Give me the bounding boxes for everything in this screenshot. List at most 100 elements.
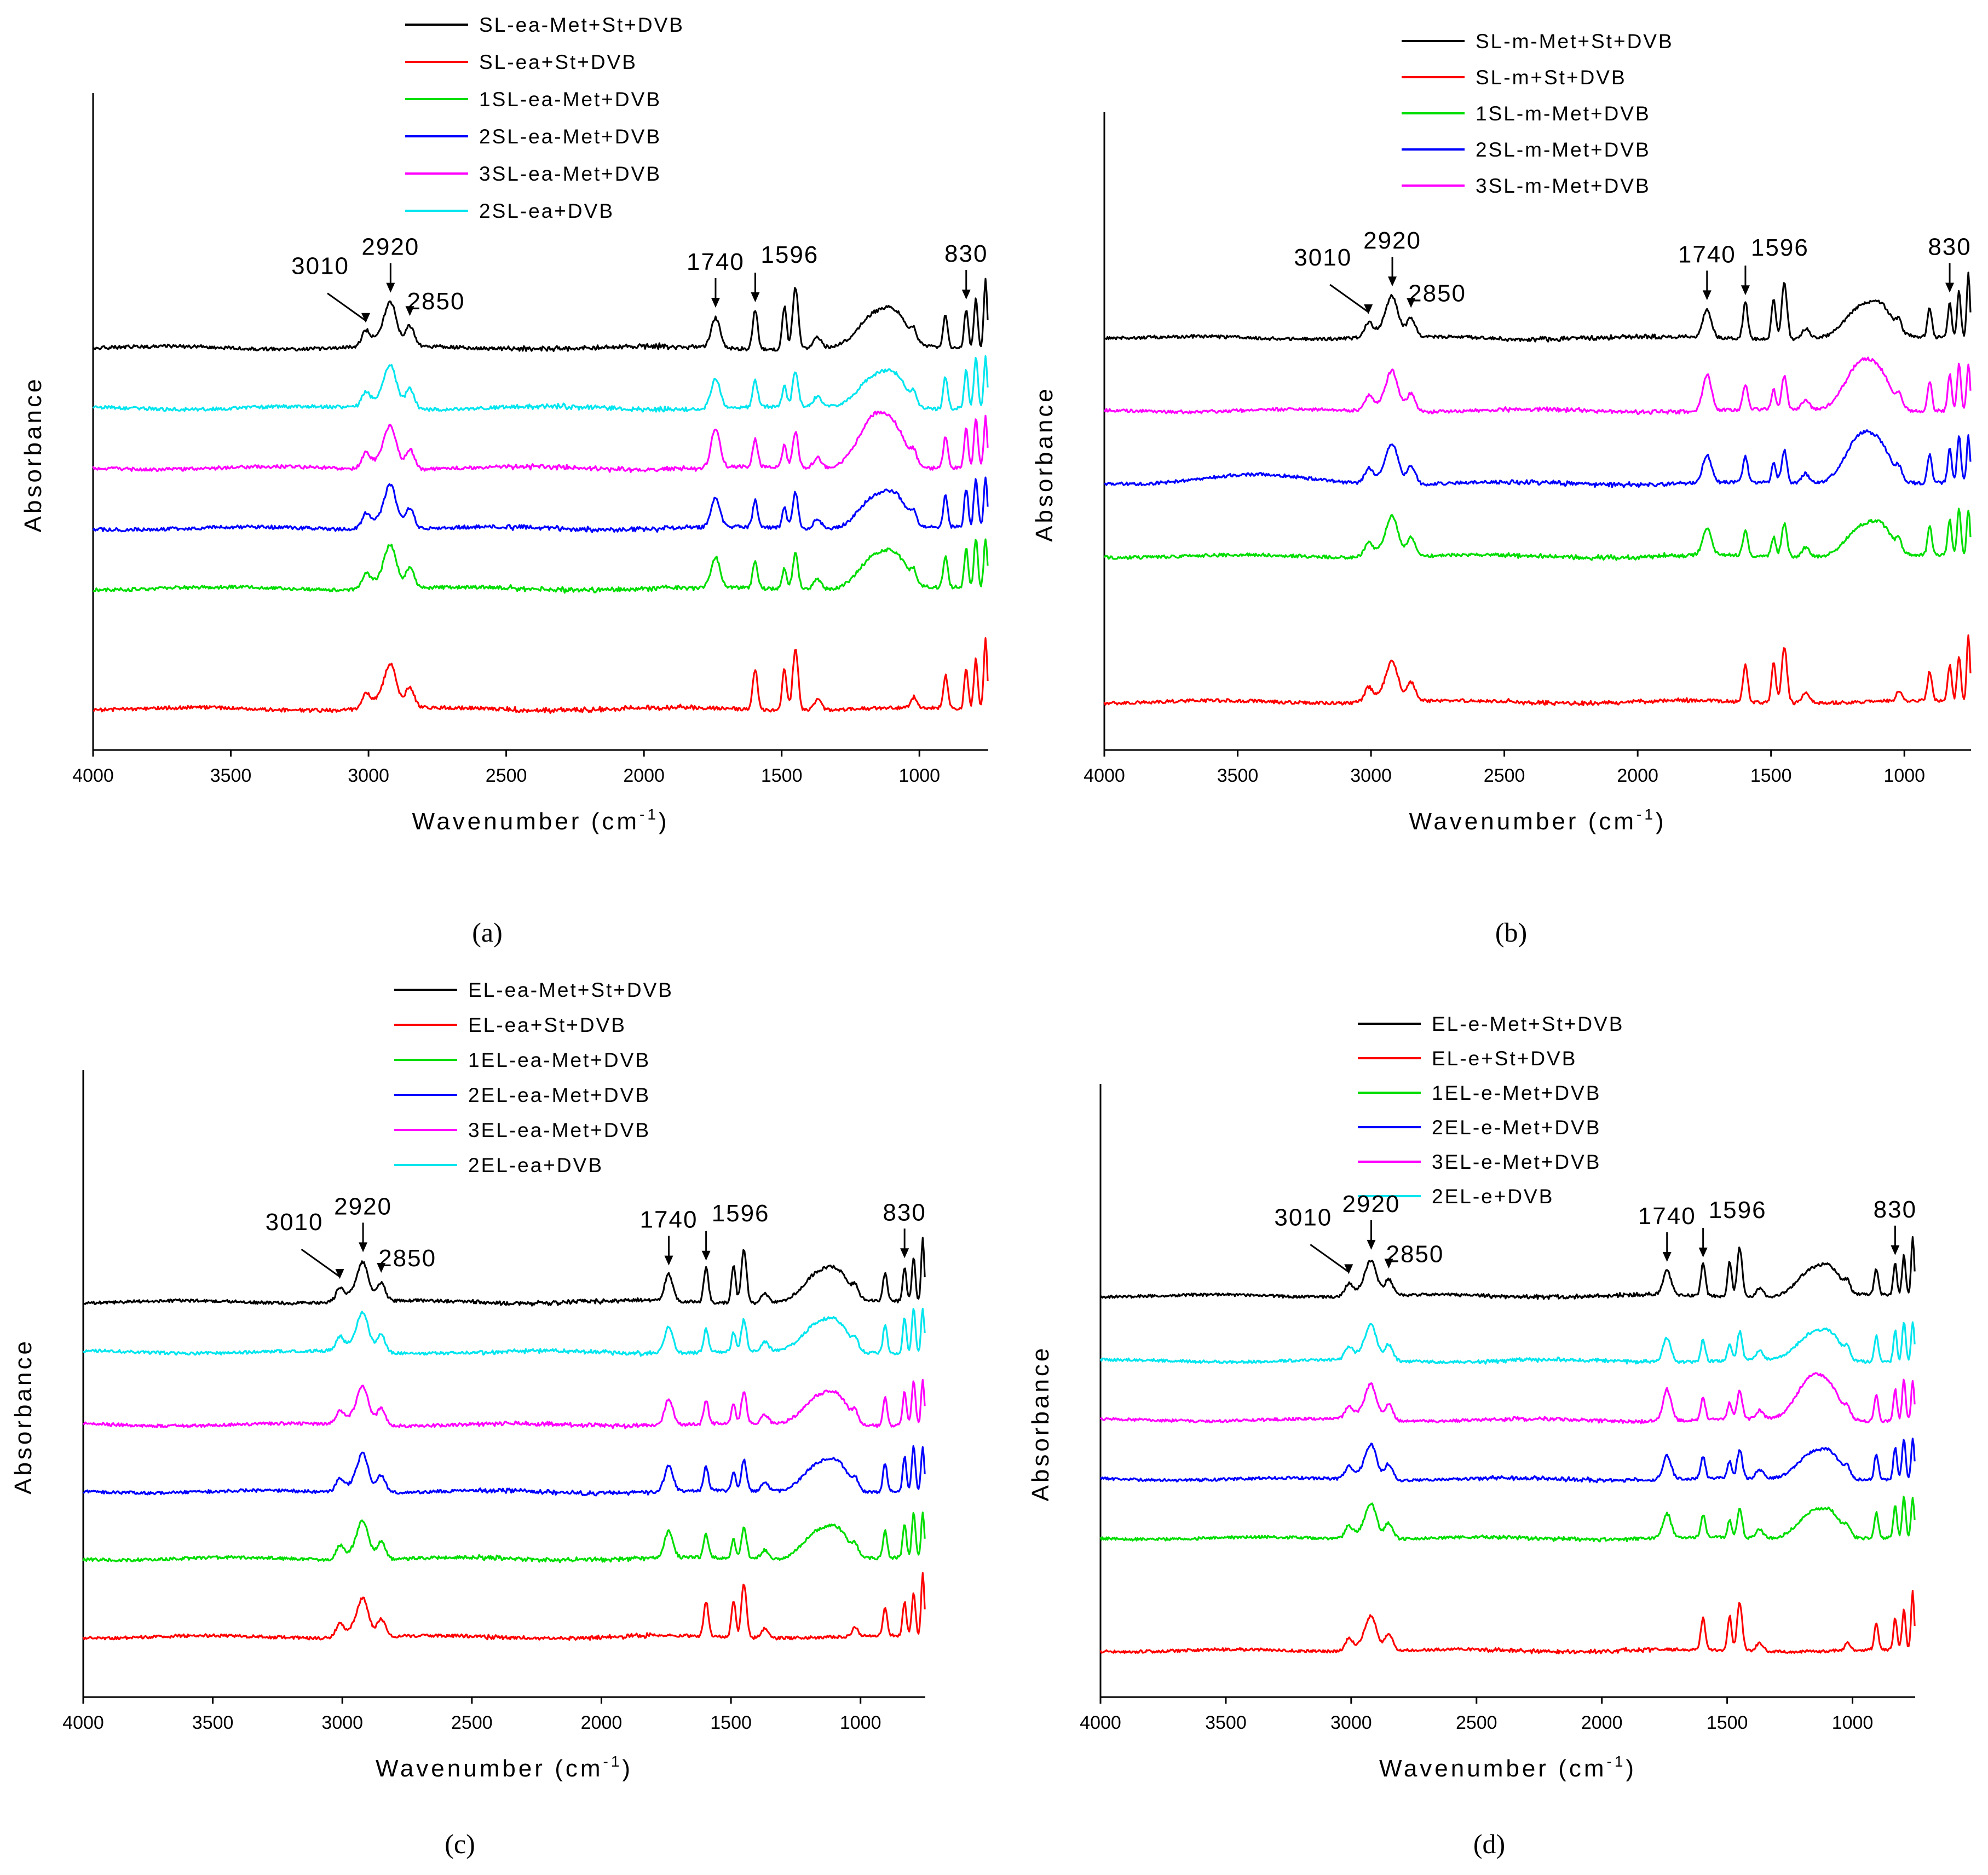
annotation-arrowhead bbox=[701, 1250, 711, 1261]
annotation-arrowhead bbox=[1741, 285, 1750, 296]
y-axis-title: Absorbance bbox=[1027, 1346, 1054, 1502]
chart-panel-d: 4000 3500 3000 2500 2000 1500 1000 Wavenumber (… bbox=[1027, 1013, 1916, 1859]
annotation-arrowhead bbox=[1702, 290, 1712, 301]
annotation-label: 3010 bbox=[266, 1209, 324, 1236]
x-axis-title-exponent: -1 bbox=[1607, 1753, 1626, 1770]
legend-label: 2SL-ea-Met+DVB bbox=[479, 125, 661, 148]
x-tick-label: 2000 bbox=[623, 765, 665, 786]
annotation-arrowhead bbox=[1407, 298, 1416, 308]
x-tick-label: 2000 bbox=[581, 1712, 623, 1733]
x-tick-label: 1500 bbox=[1750, 765, 1792, 786]
x-axis-title-main: Wavenumber (cm bbox=[376, 1755, 603, 1782]
x-tick-label: 2500 bbox=[451, 1712, 493, 1733]
x-tick-label: 2500 bbox=[486, 765, 527, 786]
annotation-label: 2920 bbox=[334, 1193, 392, 1220]
series-line-3 bbox=[83, 1445, 926, 1497]
x-axis-title-main: Wavenumber (cm bbox=[1409, 808, 1637, 835]
legend-label: SL-m-Met+St+DVB bbox=[1476, 30, 1674, 53]
x-tick-label: 4000 bbox=[1080, 1712, 1121, 1733]
series-line-1 bbox=[1099, 1590, 1916, 1654]
annotation-label: 3010 bbox=[1294, 244, 1352, 271]
legend-label: 2SL-ea+DVB bbox=[479, 200, 614, 222]
x-tick-label: 2000 bbox=[1581, 1712, 1623, 1733]
panel-label: (c) bbox=[445, 1828, 475, 1859]
x-axis-title-exponent: -1 bbox=[639, 806, 659, 823]
series-line-5 bbox=[83, 1307, 926, 1357]
series-line-1 bbox=[93, 637, 989, 714]
annotation-arrowhead bbox=[900, 1248, 909, 1259]
legend-label: 1SL-ea-Met+DVB bbox=[479, 88, 661, 111]
annotation-arrowhead bbox=[711, 297, 720, 308]
legend-label: 2EL-ea+DVB bbox=[468, 1154, 603, 1176]
x-tick-label: 3000 bbox=[321, 1712, 363, 1733]
legend-label: EL-e-Met+St+DVB bbox=[1432, 1013, 1624, 1035]
x-tick-label: 1000 bbox=[1832, 1712, 1874, 1733]
x-tick-label: 3000 bbox=[1350, 765, 1392, 786]
x-tick-label: 3500 bbox=[1205, 1712, 1247, 1733]
annotation-arrowhead bbox=[1891, 1245, 1900, 1255]
series-line-3 bbox=[1104, 429, 1972, 488]
annotation-arrow bbox=[327, 292, 366, 321]
annotation-arrowhead bbox=[961, 289, 971, 299]
annotation-arrowhead bbox=[1945, 282, 1955, 293]
legend-label: 1SL-m-Met+DVB bbox=[1476, 102, 1651, 125]
series-line-4 bbox=[92, 411, 989, 474]
annotation-arrowhead bbox=[359, 1242, 368, 1253]
x-tick-label: 1000 bbox=[1883, 765, 1925, 786]
legend-label: EL-ea-Met+St+DVB bbox=[468, 979, 673, 1001]
x-tick-label: 2500 bbox=[1484, 765, 1525, 786]
annotation-arrowhead bbox=[377, 1263, 386, 1273]
annotation-arrowhead bbox=[751, 292, 760, 303]
x-tick-label: 3000 bbox=[348, 765, 389, 786]
series-line-4 bbox=[1103, 356, 1972, 415]
panel-label: (b) bbox=[1495, 917, 1527, 948]
series-line-3 bbox=[92, 476, 989, 533]
x-tick-label: 3500 bbox=[1217, 765, 1259, 786]
y-axis-title: Absorbance bbox=[1031, 386, 1058, 542]
legend-label: 1EL-ea-Met+DVB bbox=[468, 1049, 650, 1071]
legend-label: 3EL-e-Met+DVB bbox=[1432, 1151, 1601, 1173]
annotation-arrowhead bbox=[1698, 1247, 1708, 1257]
series-line-2 bbox=[1103, 507, 1972, 561]
annotation-arrowhead bbox=[386, 282, 395, 293]
annotation-label: 1740 bbox=[1638, 1203, 1696, 1230]
annotation-arrow bbox=[1329, 284, 1369, 313]
series-line-0 bbox=[1099, 1236, 1916, 1300]
series-line-5 bbox=[1099, 1321, 1916, 1365]
legend-label: 1EL-e-Met+DVB bbox=[1432, 1082, 1601, 1104]
legend-label: 2SL-m-Met+DVB bbox=[1476, 139, 1651, 161]
y-axis-title: Absorbance bbox=[10, 1339, 37, 1495]
legend-label: EL-ea+St+DVB bbox=[468, 1014, 626, 1036]
x-axis-title-suffix: ) bbox=[1626, 1755, 1637, 1782]
series-line-2 bbox=[93, 538, 989, 594]
x-tick-label: 4000 bbox=[62, 1712, 104, 1733]
legend-label: 2EL-ea-Met+DVB bbox=[468, 1084, 650, 1106]
annotation-label: 3010 bbox=[1274, 1204, 1332, 1231]
legend-label: 3SL-ea-Met+DVB bbox=[479, 163, 661, 185]
annotation-label: 1740 bbox=[640, 1207, 698, 1233]
x-axis-title-exponent: -1 bbox=[603, 1753, 623, 1770]
annotation-arrowhead bbox=[1367, 1239, 1376, 1250]
annotation-label: 1740 bbox=[1678, 241, 1736, 268]
x-axis-title-main: Wavenumber (cm bbox=[412, 808, 639, 835]
annotation-label: 2850 bbox=[378, 1245, 436, 1272]
x-axis-title: Wavenumber (cm-1) bbox=[1409, 806, 1666, 835]
annotation-arrowhead bbox=[1384, 1259, 1393, 1269]
annotation-label: 3010 bbox=[291, 253, 349, 280]
legend-label: 3SL-m-Met+DVB bbox=[1476, 175, 1651, 197]
x-tick-label: 1500 bbox=[710, 1712, 752, 1733]
x-tick-label: 1500 bbox=[1707, 1712, 1748, 1733]
x-tick-label: 1000 bbox=[898, 765, 940, 786]
x-axis-title-suffix: ) bbox=[1656, 808, 1667, 835]
annotation-label: 2850 bbox=[1386, 1241, 1444, 1267]
x-tick-label: 3000 bbox=[1330, 1712, 1372, 1733]
x-axis-title-suffix: ) bbox=[659, 808, 670, 835]
annotation-label: 1596 bbox=[1751, 234, 1809, 261]
annotation-label: 2920 bbox=[1363, 227, 1421, 254]
y-axis-title: Absorbance bbox=[20, 377, 47, 533]
series-line-0 bbox=[83, 1237, 926, 1307]
x-axis-title: Wavenumber (cm-1) bbox=[376, 1753, 633, 1782]
series-line-2 bbox=[1099, 1496, 1916, 1543]
series-line-2 bbox=[82, 1511, 926, 1564]
